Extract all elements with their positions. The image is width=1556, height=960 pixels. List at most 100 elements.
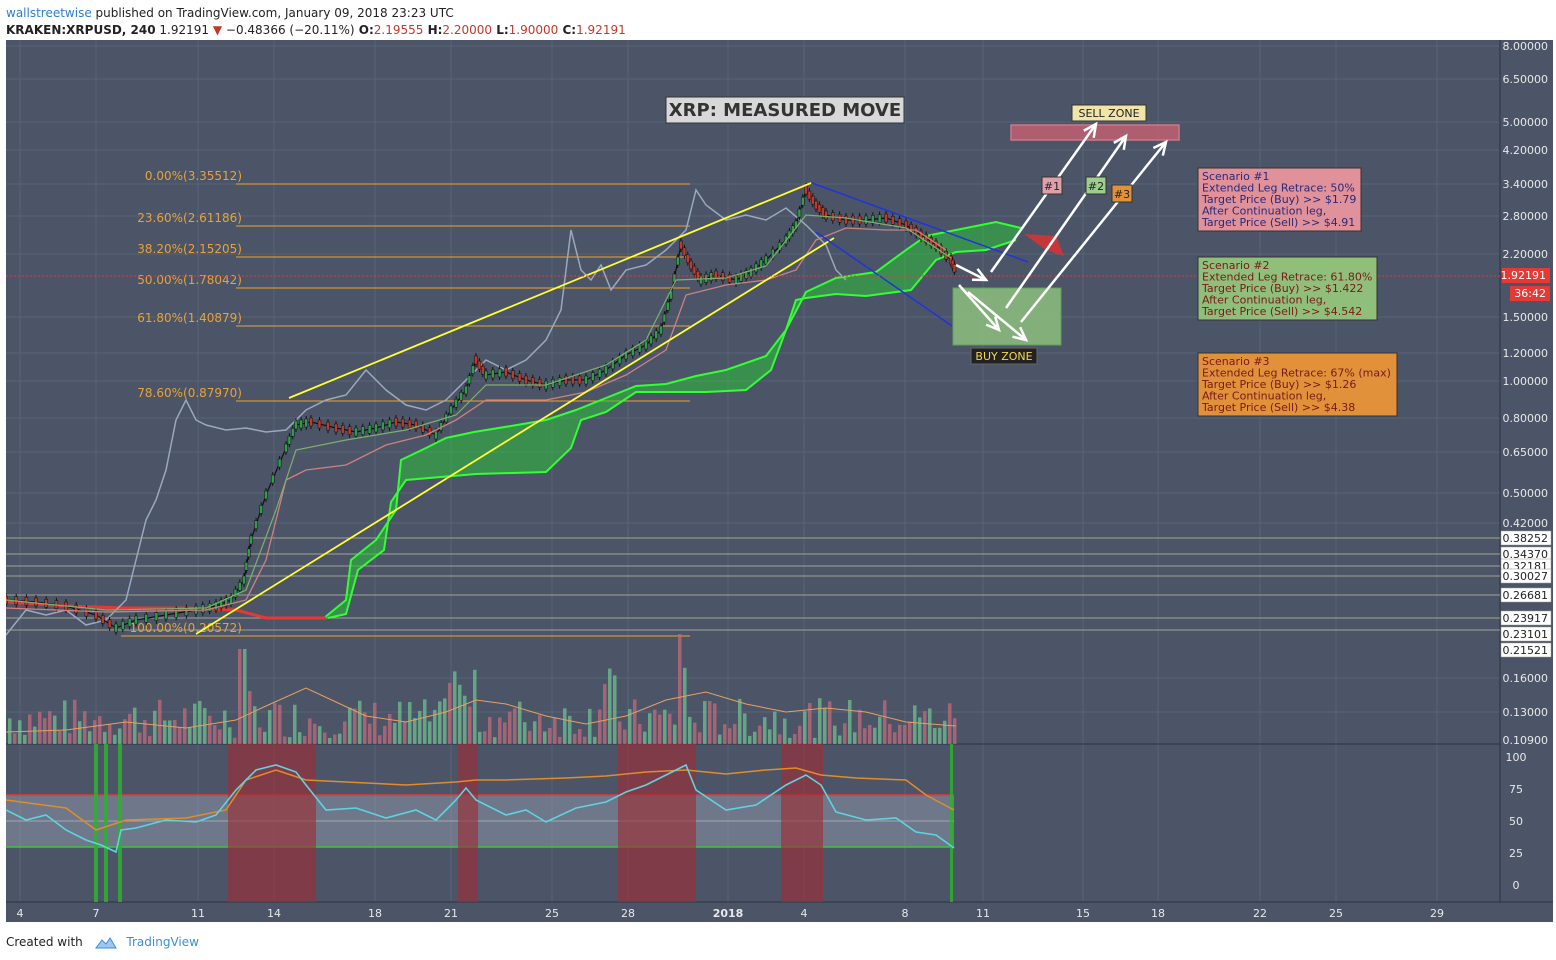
time-axis-label: 7 xyxy=(93,907,100,920)
candle-body xyxy=(233,588,238,598)
rsi-overbought-zone xyxy=(618,744,696,902)
chart-area[interactable]: 0.00%(3.35512) 23.60%(2.61186) 38.20%(2.15… xyxy=(6,40,1553,922)
candle-body xyxy=(459,392,463,401)
tradingview-link[interactable]: TradingView xyxy=(126,935,199,949)
title-box xyxy=(665,96,905,124)
volume-bar xyxy=(473,669,477,744)
candle-body xyxy=(326,421,330,431)
candle-body xyxy=(254,520,258,529)
price-axis-label: 3.40000 xyxy=(1503,178,1549,191)
scenario-text: Scenario #2 xyxy=(1202,259,1270,272)
volume-bar xyxy=(898,724,902,744)
open-value: 2.19555 xyxy=(373,23,424,37)
rsi-oversold-zone xyxy=(118,744,122,902)
candle-body xyxy=(689,260,693,270)
symbol-label[interactable]: KRAKEN:XRPUSD, 240 xyxy=(6,23,156,37)
volume-bar xyxy=(513,708,517,744)
price-axis-label: 8.00000 xyxy=(1503,40,1549,53)
volume-bar xyxy=(788,737,792,744)
candle-body xyxy=(497,368,502,378)
volume-bar xyxy=(798,725,802,744)
candle-body xyxy=(699,275,703,285)
time-axis-label: 14 xyxy=(267,907,281,920)
volume-bar xyxy=(68,733,72,744)
candle-body xyxy=(952,263,957,273)
volume-bar xyxy=(783,718,787,744)
support-price-tag xyxy=(1500,642,1552,658)
volume-bar xyxy=(743,713,747,744)
volume-bar xyxy=(248,691,252,744)
volume-bar xyxy=(403,721,407,744)
candle-body xyxy=(721,272,725,281)
created-with-text: Created with xyxy=(6,935,83,949)
volume-bar xyxy=(333,734,337,744)
volume-bar xyxy=(678,634,682,744)
sell-zone-label: SELL ZONE xyxy=(1078,107,1139,120)
candle-body xyxy=(764,255,768,265)
last-price-tag xyxy=(1502,268,1550,283)
scenario-text: Target Price (Buy) >> $1.422 xyxy=(1201,282,1363,295)
candle-body xyxy=(304,418,308,428)
price-axis-label: 0.34370 xyxy=(1503,548,1549,561)
volume-bar xyxy=(428,721,432,744)
candle-body xyxy=(174,609,178,618)
candle-body xyxy=(381,421,385,431)
volume-bar xyxy=(123,719,127,744)
volume-bar xyxy=(28,714,32,744)
candle-body xyxy=(309,417,313,427)
volume-bar xyxy=(533,721,537,744)
candle-body xyxy=(407,419,412,429)
volume-bar xyxy=(203,708,207,744)
volume-bar xyxy=(778,734,782,744)
chart-canvas[interactable]: 0.00%(3.35512) 23.60%(2.61186) 38.20%(2.15… xyxy=(6,40,1553,922)
support-price-tag xyxy=(1500,568,1552,584)
rsi-line xyxy=(6,763,955,854)
time-axis-label: 2018 xyxy=(713,907,744,920)
volume-bar xyxy=(168,720,172,744)
candle-body xyxy=(219,599,223,609)
volume-bar xyxy=(658,714,662,744)
low-value: 1.90000 xyxy=(508,23,559,37)
up-arrow-3-head xyxy=(1152,139,1168,156)
buy-zone-label: BUY ZONE xyxy=(975,350,1032,363)
volume-bar xyxy=(253,706,257,744)
volume-bar xyxy=(243,649,247,744)
volume-bar xyxy=(948,703,952,744)
volume-bar xyxy=(488,716,492,744)
candle-body xyxy=(564,375,568,385)
volume-bar xyxy=(628,709,632,744)
volume-bar xyxy=(853,732,857,744)
volume-bar xyxy=(538,715,542,744)
candle-body xyxy=(734,275,738,285)
candle-body xyxy=(454,398,458,408)
tradingview-logo-icon xyxy=(94,936,117,948)
candle-body xyxy=(604,365,608,375)
volume-bar xyxy=(843,723,847,744)
volume-bar xyxy=(113,734,117,744)
candle-body xyxy=(238,582,242,591)
scenario-text: Target Price (Sell) >> $4.542 xyxy=(1201,305,1362,318)
price-axis-label: 0.23917 xyxy=(1503,612,1549,625)
volume-bar xyxy=(603,684,607,744)
close-label: C: xyxy=(558,23,577,37)
candle-body xyxy=(666,301,670,311)
volume-bar xyxy=(668,713,672,744)
fib-level-label: 78.60%(0.87970) xyxy=(137,386,242,400)
candle-body xyxy=(864,215,868,225)
time-axis-label: 21 xyxy=(444,907,458,920)
volume-bar xyxy=(858,709,862,744)
candle-body xyxy=(427,427,432,437)
down-arrow-1 xyxy=(955,263,987,282)
volume-bar xyxy=(348,707,352,744)
volume-bar xyxy=(158,699,162,744)
author-link[interactable]: wallstreetwise xyxy=(6,6,92,20)
candle-body xyxy=(401,418,405,428)
candle-body xyxy=(184,607,189,616)
fib-level-label: 50.00%(1.78042) xyxy=(137,273,242,287)
volume-bar xyxy=(578,729,582,744)
fib-level-label: 0.00%(3.35512) xyxy=(145,169,242,183)
volume-bar xyxy=(713,703,717,744)
price-axis-label: 0.80000 xyxy=(1503,412,1549,425)
volume-bar xyxy=(913,705,917,744)
volume-bar xyxy=(223,710,227,744)
